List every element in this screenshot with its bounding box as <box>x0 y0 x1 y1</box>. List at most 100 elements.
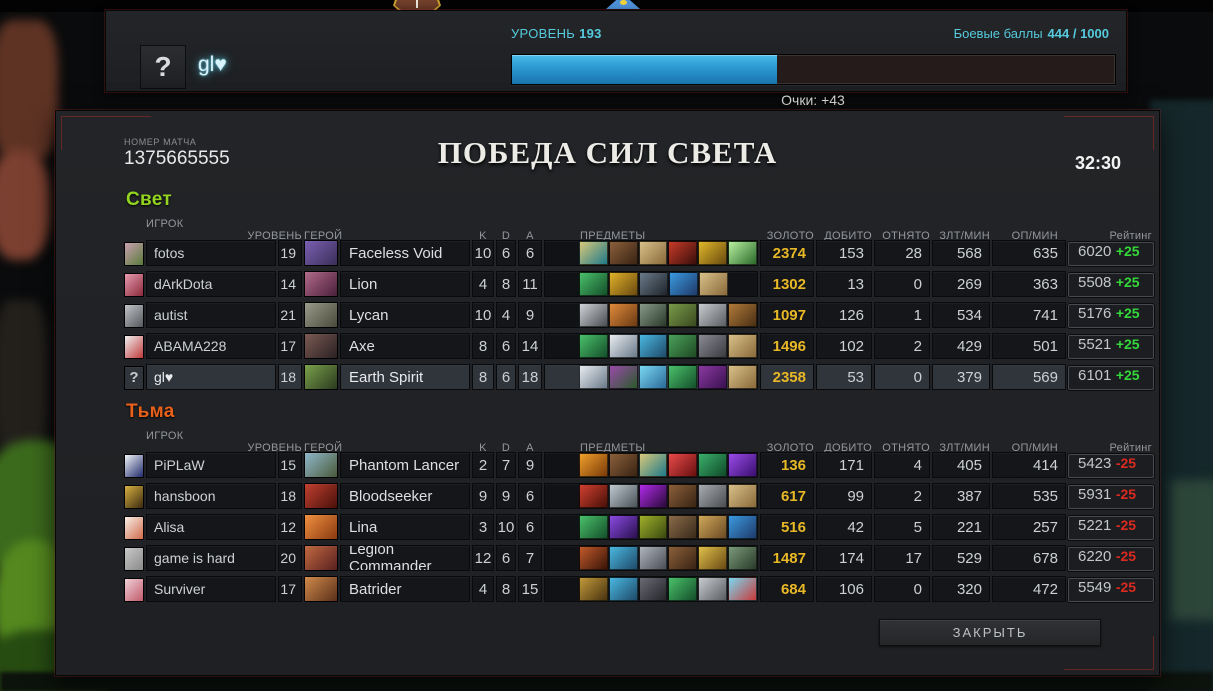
player-name[interactable]: gl♥ <box>146 364 276 390</box>
gold: 2358 <box>760 364 814 390</box>
player-avatar[interactable] <box>124 303 144 328</box>
hero-name: Bloodseeker <box>340 483 470 509</box>
player-name[interactable]: ABAMA228 <box>146 333 276 359</box>
rating-change: +25 <box>1115 335 1140 352</box>
close-button[interactable]: ЗАКРЫТЬ <box>879 619 1101 646</box>
item-icon <box>668 365 698 389</box>
player-name[interactable]: game is hard <box>146 545 276 571</box>
kills: 2 <box>472 452 494 478</box>
player-avatar[interactable] <box>124 577 144 602</box>
match-number-label: НОМЕР МАТЧА <box>124 137 197 147</box>
item-icon <box>608 303 638 327</box>
xpm: 678 <box>992 545 1066 571</box>
player-avatar[interactable] <box>124 241 144 266</box>
kills: 3 <box>472 514 494 540</box>
rating-value: 5521 <box>1078 335 1112 353</box>
col-xpm: ОП/МИН <box>1011 442 1058 454</box>
hero-portrait <box>304 271 338 297</box>
gpm: 568 <box>932 240 990 266</box>
player-row[interactable]: fotos 19 Faceless Void 10 6 6 2374 153 2… <box>124 240 1154 266</box>
col-level: УРОВЕНЬ <box>247 230 302 242</box>
player-name[interactable]: PiPLaW <box>146 452 276 478</box>
player-avatar[interactable] <box>124 272 144 297</box>
player-row[interactable]: game is hard 20 Legion Commander 12 6 7 … <box>124 545 1154 571</box>
background-terrain <box>0 20 58 160</box>
player-avatar[interactable] <box>124 546 144 571</box>
item-icon <box>608 334 638 358</box>
rating-value: 5508 <box>1078 273 1112 291</box>
player-avatar[interactable] <box>124 334 144 359</box>
player-row[interactable]: Surviver 17 Batrider 4 8 15 684 106 0 32… <box>124 576 1154 602</box>
item-icon <box>608 453 638 477</box>
gpm: 529 <box>932 545 990 571</box>
col-denies: ОТНЯТО <box>882 230 930 242</box>
player-level: 19 <box>278 240 302 266</box>
col-assists: A <box>526 442 534 454</box>
panel-trim <box>1064 636 1154 670</box>
col-player: ИГРОК <box>146 430 184 442</box>
player-row[interactable]: hansboon 18 Bloodseeker 9 9 6 617 99 2 3… <box>124 483 1154 509</box>
player-level: 15 <box>278 452 302 478</box>
denies: 0 <box>874 364 930 390</box>
player-row[interactable]: ABAMA228 17 Axe 8 6 14 1496 102 2 429 50… <box>124 333 1154 359</box>
col-deaths: D <box>501 230 511 242</box>
gpm: 379 <box>932 364 990 390</box>
hero-name: Axe <box>340 333 470 359</box>
item-icon <box>728 365 757 389</box>
team-rows: PiPLaW 15 Phantom Lancer 2 7 9 136 171 4… <box>124 452 1154 602</box>
player-avatar[interactable] <box>124 515 144 540</box>
player-row[interactable]: Alisa 12 Lina 3 10 6 516 42 5 221 257 52… <box>124 514 1154 540</box>
player-name[interactable]: autist <box>146 302 276 328</box>
kills: 4 <box>472 576 494 602</box>
item-icon <box>609 272 638 296</box>
rating-value: 5931 <box>1078 485 1112 503</box>
player-row[interactable]: dArkDota 14 Lion 4 8 11 1302 13 0 269 36… <box>124 271 1154 297</box>
player-avatar[interactable] <box>124 453 144 478</box>
item-icon <box>608 241 638 265</box>
column-headers: ИГРОК УРОВЕНЬ ГЕРОЙ K D A ПРЕДМЕТЫ ЗОЛОТ… <box>124 218 1152 242</box>
profile-avatar[interactable]: ? <box>140 45 186 89</box>
player-name[interactable]: Alisa <box>146 514 276 540</box>
player-avatar[interactable] <box>124 484 144 509</box>
player-level: 17 <box>278 333 302 359</box>
match-info: НОМЕР МАТЧА 1375665555 <box>124 137 230 170</box>
rating-change: -25 <box>1115 454 1137 471</box>
assists: 6 <box>518 240 542 266</box>
question-mark-icon: ? <box>154 51 172 82</box>
rating-value: 5221 <box>1078 516 1112 534</box>
team-section: Тьма ИГРОК УРОВЕНЬ ГЕРОЙ K D A ПРЕДМЕТЫ … <box>124 401 1154 602</box>
xp-progress-fill <box>512 55 778 84</box>
player-avatar[interactable]: ? <box>124 365 144 390</box>
col-last-hits: ДОБИТО <box>824 230 872 242</box>
col-gold: ЗОЛОТО <box>766 230 814 242</box>
points-gain-label: Очки: +43 <box>781 92 845 108</box>
player-name[interactable]: hansboon <box>146 483 276 509</box>
item-icon <box>698 334 728 358</box>
item-icon <box>668 334 698 358</box>
col-denies: ОТНЯТО <box>882 442 930 454</box>
profile-player-name: gl♥ <box>198 53 227 76</box>
last-hits: 174 <box>816 545 872 571</box>
player-row[interactable]: autist 21 Lycan 10 4 9 1097 126 1 534 74… <box>124 302 1154 328</box>
player-name[interactable]: Surviver <box>146 576 276 602</box>
player-name[interactable]: dArkDota <box>146 271 276 297</box>
player-level: 17 <box>278 576 302 602</box>
deaths: 6 <box>496 333 516 359</box>
hero-portrait <box>304 302 338 328</box>
match-duration: 32:30 <box>1074 153 1121 173</box>
item-icon <box>638 484 668 508</box>
hero-portrait <box>304 545 338 571</box>
col-player: ИГРОК <box>146 218 184 230</box>
assists: 9 <box>518 302 542 328</box>
item-icon <box>728 484 757 508</box>
player-row[interactable]: ? gl♥ 18 Earth Spirit 8 6 18 2358 53 0 3… <box>124 364 1154 390</box>
item-icon <box>608 546 638 570</box>
player-name[interactable]: fotos <box>146 240 276 266</box>
team-section: Свет ИГРОК УРОВЕНЬ ГЕРОЙ K D A ПРЕДМЕТЫ … <box>124 189 1154 390</box>
rating-change: -25 <box>1115 516 1137 533</box>
gold: 1097 <box>760 302 814 328</box>
deaths: 9 <box>496 483 516 509</box>
gpm: 429 <box>932 333 990 359</box>
rating-change: +25 <box>1115 304 1140 321</box>
player-row[interactable]: PiPLaW 15 Phantom Lancer 2 7 9 136 171 4… <box>124 452 1154 478</box>
